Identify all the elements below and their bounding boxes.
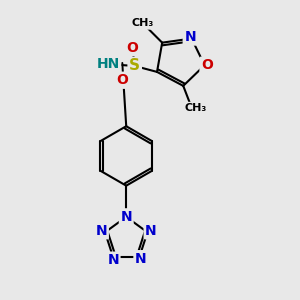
Text: N: N [184, 30, 196, 44]
Text: N: N [135, 252, 147, 266]
Text: N: N [145, 224, 157, 238]
Text: N: N [107, 253, 119, 267]
Text: CH₃: CH₃ [184, 103, 206, 113]
Text: CH₃: CH₃ [132, 18, 154, 28]
Text: HN: HN [96, 58, 120, 71]
Text: N: N [96, 224, 107, 238]
Text: O: O [201, 58, 213, 72]
Text: O: O [126, 40, 138, 55]
Text: O: O [116, 73, 128, 87]
Text: N: N [120, 210, 132, 224]
Text: S: S [129, 58, 140, 74]
